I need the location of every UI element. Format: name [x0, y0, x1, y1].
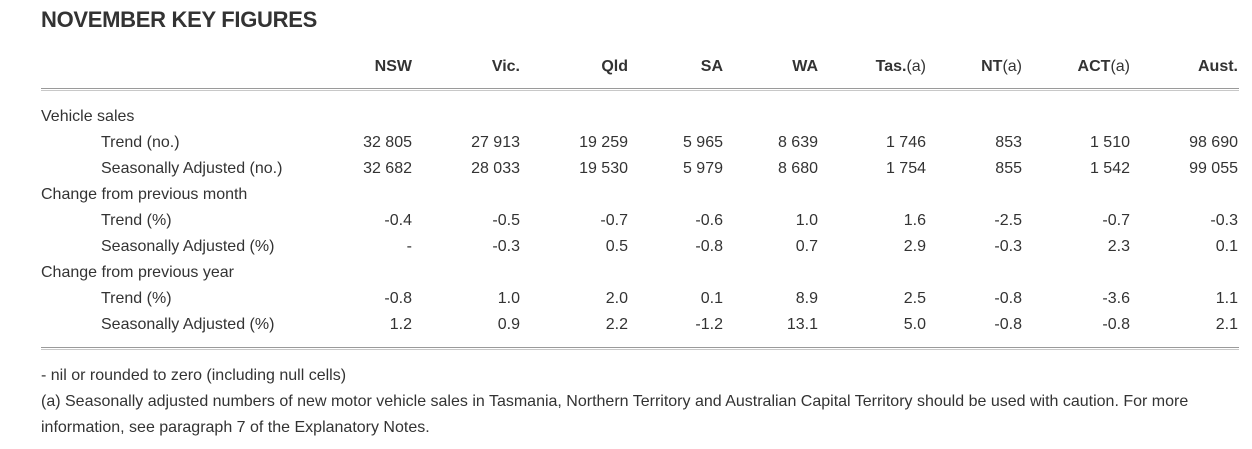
table-cell: 0.7 [795, 238, 818, 255]
column-header-nsw: NSW [374, 58, 412, 75]
table-cell: 32 805 [363, 134, 412, 151]
table-cell: 1 754 [885, 160, 926, 177]
table-cell: 19 259 [579, 134, 628, 151]
row-label: Trend (%) [101, 212, 172, 229]
column-header-aust: Aust. [1198, 58, 1238, 75]
table-cell: -2.5 [994, 212, 1022, 229]
table-cell: -0.8 [384, 290, 412, 307]
table-cell: 28 033 [471, 160, 520, 177]
table-cell: 98 690 [1189, 134, 1238, 151]
table-cell: -0.8 [994, 290, 1022, 307]
table-cell: -0.3 [1210, 212, 1238, 229]
row-label: Seasonally Adjusted (%) [101, 316, 275, 333]
table-row: Trend (no.) 32 805 27 913 19 259 5 965 8 639 1… [0, 130, 1252, 156]
table-cell: 19 530 [579, 160, 628, 177]
table-cell: 1.6 [903, 212, 926, 229]
table-bottom-rule [41, 347, 1239, 350]
row-label: Vehicle sales [41, 108, 135, 125]
row-label: Change from previous month [41, 186, 248, 203]
table-cell: 1.2 [389, 316, 412, 333]
table-row: Seasonally Adjusted (%) 1.2 0.9 2.2 -1.2 13.1… [0, 312, 1252, 338]
table-cell: -1.2 [695, 316, 723, 333]
table-cell: 5.0 [903, 316, 926, 333]
table-cell: -0.3 [994, 238, 1022, 255]
row-label: Seasonally Adjusted (no.) [101, 160, 283, 177]
table-cell: 2.1 [1215, 316, 1238, 333]
column-header-nt: NT(a) [981, 58, 1022, 75]
row-label: Change from previous year [41, 264, 234, 281]
footnote-a: (a) Seasonally adjusted numbers of new m… [41, 393, 1189, 436]
table-cell: 1.0 [795, 212, 818, 229]
row-label: Trend (no.) [101, 134, 180, 151]
table-cell: 5 979 [682, 160, 723, 177]
table-group-row: Change from previous month [0, 182, 1252, 208]
table-cell: 1 542 [1089, 160, 1130, 177]
table-cell: 2.3 [1107, 238, 1130, 255]
table-cell: 1 510 [1089, 134, 1130, 151]
table-cell: -0.8 [1102, 316, 1130, 333]
table-row: Seasonally Adjusted (%) - -0.3 0.5 -0.8 0.7 2.… [0, 234, 1252, 260]
table-cell: - [406, 238, 412, 255]
table-cell: -0.7 [600, 212, 628, 229]
table-row: Seasonally Adjusted (no.) 32 682 28 033 19 … [0, 156, 1252, 182]
table-cell: 8 680 [777, 160, 818, 177]
table-cell: -0.6 [695, 212, 723, 229]
table-cell: 27 913 [471, 134, 520, 151]
column-header-sa: SA [700, 58, 723, 75]
page-title: NOVEMBER KEY FIGURES [41, 7, 317, 32]
row-label: Seasonally Adjusted (%) [101, 238, 275, 255]
table-cell: 2.0 [605, 290, 628, 307]
table-cell: 0.5 [605, 238, 628, 255]
table-cell: 1.1 [1215, 290, 1238, 307]
table-row: Trend (%) -0.4 -0.5 -0.7 -0.6 1.0 1.6 -2.5 -0.7 -… [0, 208, 1252, 234]
table-cell: -3.6 [1102, 290, 1130, 307]
table-cell: 0.1 [700, 290, 723, 307]
column-header-vic: Vic. [491, 58, 520, 75]
table-cell: 8 639 [777, 134, 818, 151]
table-cell: 855 [995, 160, 1022, 177]
table-cell: 2.5 [903, 290, 926, 307]
row-label: Trend (%) [101, 290, 172, 307]
table-cell: -0.8 [994, 316, 1022, 333]
table-cell: 2.2 [605, 316, 628, 333]
table-cell: 1.0 [497, 290, 520, 307]
table-group-row: Change from previous year [0, 260, 1252, 286]
table-cell: 853 [995, 134, 1022, 151]
column-header-tas: Tas.(a) [875, 58, 926, 75]
table-group-row: Vehicle sales [0, 104, 1252, 130]
table-cell: 8.9 [795, 290, 818, 307]
footnote-nil: - nil or rounded to zero (including null… [41, 367, 347, 384]
table-cell: -0.7 [1102, 212, 1130, 229]
table-cell: 13.1 [786, 316, 818, 333]
table-cell: 5 965 [682, 134, 723, 151]
table-cell: 32 682 [363, 160, 412, 177]
column-header-wa: WA [792, 58, 818, 75]
table-cell: 1 746 [885, 134, 926, 151]
table-cell: -0.5 [492, 212, 520, 229]
table-row: Trend (%) -0.8 1.0 2.0 0.1 8.9 2.5 -0.8 -3.6 1.1 [0, 286, 1252, 312]
table-cell: 99 055 [1189, 160, 1238, 177]
table-cell: 0.1 [1215, 238, 1238, 255]
column-header-act: ACT(a) [1077, 58, 1130, 75]
table-top-rule [41, 88, 1239, 91]
table-cell: -0.3 [492, 238, 520, 255]
table-cell: 2.9 [903, 238, 926, 255]
column-header-qld: Qld [601, 58, 628, 75]
table-cell: -0.4 [384, 212, 412, 229]
table-cell: 0.9 [497, 316, 520, 333]
table-cell: -0.8 [695, 238, 723, 255]
